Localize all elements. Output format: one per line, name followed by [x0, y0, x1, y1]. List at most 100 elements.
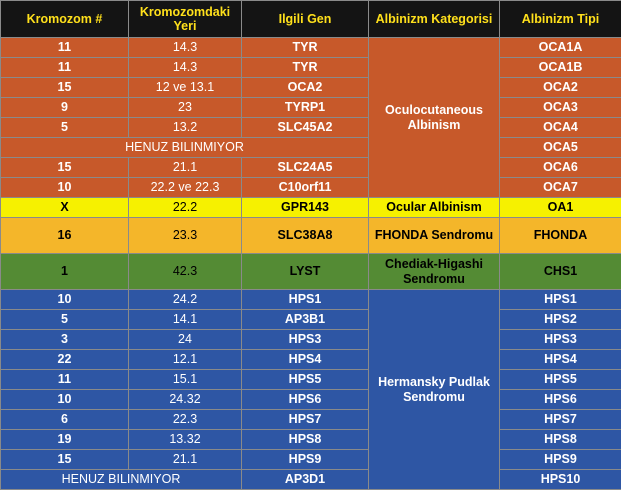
location-cell: 23	[129, 98, 242, 118]
type-cell: OA1	[500, 198, 621, 218]
table-row: 15 21.1 HPS9 HPS9	[1, 450, 621, 470]
gene-cell: HPS5	[242, 370, 369, 390]
chromosome-cell: 11	[1, 38, 129, 58]
gene-cell: OCA2	[242, 78, 369, 98]
type-cell: HPS10	[500, 470, 621, 490]
gene-cell: GPR143	[242, 198, 369, 218]
location-cell: 42.3	[129, 254, 242, 290]
chromosome-cell: 10	[1, 390, 129, 410]
type-cell: HPS2	[500, 310, 621, 330]
type-cell: OCA2	[500, 78, 621, 98]
gene-cell: HPS8	[242, 430, 369, 450]
location-cell: 15.1	[129, 370, 242, 390]
table-row: HENUZ BILINMIYOR OCA5	[1, 138, 621, 158]
chromosome-cell: 15	[1, 78, 129, 98]
chromosome-cell: 19	[1, 430, 129, 450]
type-cell: OCA7	[500, 178, 621, 198]
location-cell: 12.1	[129, 350, 242, 370]
chromosome-cell: 16	[1, 218, 129, 254]
table-row: X 22.2 GPR143 Ocular Albinism OA1	[1, 198, 621, 218]
chromosome-cell: 15	[1, 158, 129, 178]
gene-cell: HPS6	[242, 390, 369, 410]
gene-cell: SLC38A8	[242, 218, 369, 254]
table-row: 11 14.3 TYR OCA1B	[1, 58, 621, 78]
chromosome-cell: 11	[1, 370, 129, 390]
gene-cell: HPS9	[242, 450, 369, 470]
type-cell: HPS9	[500, 450, 621, 470]
type-cell: OCA1A	[500, 38, 621, 58]
chromosome-cell: 9	[1, 98, 129, 118]
chromosome-cell: 11	[1, 58, 129, 78]
type-cell: OCA5	[500, 138, 621, 158]
chromosome-cell: 5	[1, 118, 129, 138]
type-cell: CHS1	[500, 254, 621, 290]
type-cell: OCA6	[500, 158, 621, 178]
type-cell: OCA4	[500, 118, 621, 138]
table-row: 10 24.2 HPS1 Hermansky Pudlak Sendromu H…	[1, 290, 621, 310]
location-cell: 24.2	[129, 290, 242, 310]
header-gene: Ilgili Gen	[242, 1, 369, 38]
chromosome-cell: 10	[1, 290, 129, 310]
gene-cell: HPS7	[242, 410, 369, 430]
table-row: 16 23.3 SLC38A8 FHONDA Sendromu FHONDA	[1, 218, 621, 254]
category-ocular: Ocular Albinism	[369, 198, 500, 218]
table-row: 19 13.32 HPS8 HPS8	[1, 430, 621, 450]
location-cell: 14.1	[129, 310, 242, 330]
category-oca: Oculocutaneous Albinism	[369, 38, 500, 198]
category-hps: Hermansky Pudlak Sendromu	[369, 290, 500, 490]
type-cell: OCA3	[500, 98, 621, 118]
gene-cell: HPS4	[242, 350, 369, 370]
location-cell: 24.32	[129, 390, 242, 410]
gene-cell: AP3D1	[242, 470, 369, 490]
table-row: 15 12 ve 13.1 OCA2 OCA2	[1, 78, 621, 98]
gene-cell: LYST	[242, 254, 369, 290]
gene-cell: AP3B1	[242, 310, 369, 330]
location-cell: 13.2	[129, 118, 242, 138]
table-row: 22 12.1 HPS4 HPS4	[1, 350, 621, 370]
table-row: 5 13.2 SLC45A2 OCA4	[1, 118, 621, 138]
chromosome-cell: 1	[1, 254, 129, 290]
chromosome-cell: 15	[1, 450, 129, 470]
type-cell: HPS5	[500, 370, 621, 390]
table-row: 3 24 HPS3 HPS3	[1, 330, 621, 350]
table-row: 11 15.1 HPS5 HPS5	[1, 370, 621, 390]
category-fhonda: FHONDA Sendromu	[369, 218, 500, 254]
chromosome-cell: 6	[1, 410, 129, 430]
type-cell: HPS3	[500, 330, 621, 350]
type-cell: OCA1B	[500, 58, 621, 78]
type-cell: FHONDA	[500, 218, 621, 254]
table-row: 15 21.1 SLC24A5 OCA6	[1, 158, 621, 178]
chromosome-cell: 3	[1, 330, 129, 350]
location-cell: 23.3	[129, 218, 242, 254]
type-cell: HPS8	[500, 430, 621, 450]
unknown-cell: HENUZ BILINMIYOR	[1, 138, 369, 158]
location-cell: 13.32	[129, 430, 242, 450]
gene-cell: HPS1	[242, 290, 369, 310]
location-cell: 21.1	[129, 450, 242, 470]
gene-cell: TYRP1	[242, 98, 369, 118]
gene-cell: SLC45A2	[242, 118, 369, 138]
category-chediak: Chediak-Higashi Sendromu	[369, 254, 500, 290]
table-row: 5 14.1 AP3B1 HPS2	[1, 310, 621, 330]
table-row: 1 42.3 LYST Chediak-Higashi Sendromu CHS…	[1, 254, 621, 290]
chromosome-cell: X	[1, 198, 129, 218]
location-cell: 12 ve 13.1	[129, 78, 242, 98]
type-cell: HPS7	[500, 410, 621, 430]
table-row: 9 23 TYRP1 OCA3	[1, 98, 621, 118]
header-chromosome: Kromozom #	[1, 1, 129, 38]
gene-cell: SLC24A5	[242, 158, 369, 178]
chromosome-cell: 22	[1, 350, 129, 370]
type-cell: HPS1	[500, 290, 621, 310]
header-location: Kromozomdaki Yeri	[129, 1, 242, 38]
gene-cell: TYR	[242, 58, 369, 78]
chromosome-cell: 5	[1, 310, 129, 330]
table-row: HENUZ BILINMIYOR AP3D1 HPS10	[1, 470, 621, 490]
table-row: 10 24.32 HPS6 HPS6	[1, 390, 621, 410]
location-cell: 14.3	[129, 38, 242, 58]
unknown-cell: HENUZ BILINMIYOR	[1, 470, 242, 490]
location-cell: 14.3	[129, 58, 242, 78]
chromosome-cell: 10	[1, 178, 129, 198]
gene-cell: TYR	[242, 38, 369, 58]
gene-cell: HPS3	[242, 330, 369, 350]
